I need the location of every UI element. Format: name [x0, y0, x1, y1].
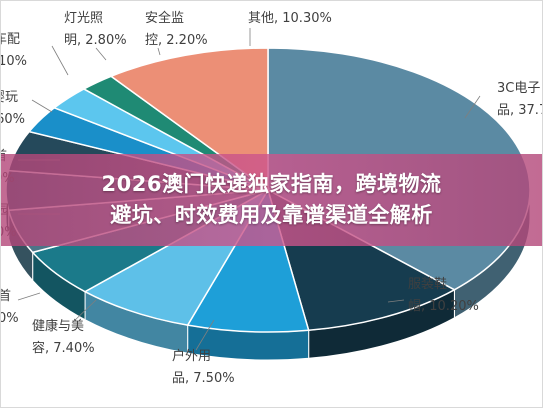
- slice-label: 控, 2.20%: [145, 33, 208, 48]
- slice-label: 首: [0, 289, 11, 304]
- slice-label: 明, 2.80%: [64, 33, 127, 48]
- leader-line: [157, 47, 161, 56]
- slice-label: 婴玩: [0, 90, 18, 105]
- leader-line: [95, 47, 107, 61]
- leader-line: [17, 292, 41, 301]
- banner-title-line-1: 2026澳门快递独家指南，跨境物流: [101, 172, 442, 196]
- slice-label: 其他, 10.30%: [248, 11, 332, 26]
- slice-label: 容, 7.40%: [32, 340, 95, 356]
- leader-line: [387, 299, 405, 303]
- slice-label: 3C电子: [497, 81, 540, 96]
- slice-label: .60%: [0, 112, 25, 127]
- slice-label: 灯光照: [64, 11, 103, 26]
- leader-line: [71, 299, 97, 324]
- leader-line: [51, 45, 69, 76]
- slice-label: .10%: [0, 54, 27, 69]
- slice-label: 帽, 10.20%: [408, 298, 479, 314]
- leader-line: [195, 319, 215, 351]
- leader-line: [464, 95, 481, 119]
- slice-label: 服装鞋: [408, 276, 447, 292]
- slice-label: 安全监: [145, 10, 184, 26]
- title-banner: 2026澳门快递独家指南，跨境物流 避坑、时效费用及靠谱渠道全解析: [0, 154, 543, 246]
- slice-label: 品, 37.7: [497, 103, 543, 118]
- banner-title-line-2: 避坑、时效费用及靠谱渠道全解析: [110, 203, 433, 227]
- pie-slice: [186, 188, 310, 333]
- slice-label: 户外用: [172, 348, 211, 364]
- slice-label: 车配: [0, 31, 20, 47]
- slice-label: 健康与美: [32, 318, 84, 334]
- leader-line: [31, 99, 53, 113]
- slice-label: 品, 7.50%: [172, 371, 235, 386]
- slice-label: 0%: [0, 311, 19, 326]
